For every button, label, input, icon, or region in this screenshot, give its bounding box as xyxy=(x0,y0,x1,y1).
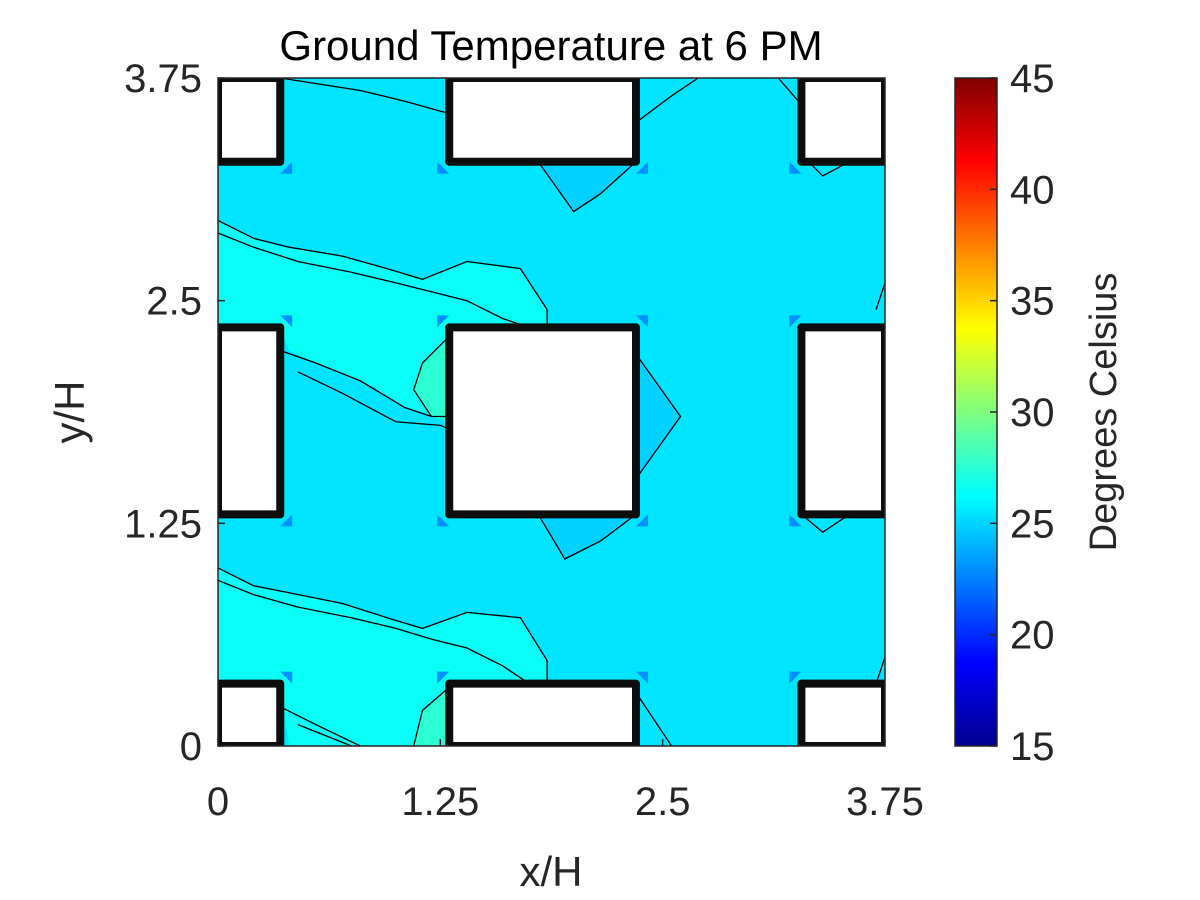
building-corner-shade xyxy=(789,514,802,527)
buildings xyxy=(218,78,885,746)
colorbar-tick-label: 40 xyxy=(1010,168,1055,212)
contour-lines xyxy=(218,78,885,746)
colorbar-tick-label: 35 xyxy=(1010,280,1055,324)
colorbar-tick-label: 25 xyxy=(1010,502,1055,546)
building-corner-shade xyxy=(635,161,648,174)
building-footprint xyxy=(445,679,640,746)
building-block xyxy=(437,671,648,746)
contour-line xyxy=(297,371,450,430)
building-corner-shade xyxy=(437,161,450,174)
plot-frame xyxy=(217,77,886,747)
building-block xyxy=(789,315,885,527)
y-tick-label: 3.75 xyxy=(124,57,202,101)
building-footprint xyxy=(445,78,640,166)
x-tick-label: 0 xyxy=(207,780,229,824)
contour-line xyxy=(635,692,673,746)
contour-line xyxy=(218,219,548,328)
contour-line xyxy=(635,353,682,480)
contour-line xyxy=(280,706,361,746)
contour-line xyxy=(413,686,450,746)
contour-line xyxy=(280,78,450,115)
colorbar-tick-label: 45 xyxy=(1010,57,1055,101)
contour-line xyxy=(537,161,637,213)
contour-line xyxy=(875,282,885,310)
y-tick-label: 1.25 xyxy=(124,502,202,546)
building-corner-shade xyxy=(280,514,293,527)
building-footprint xyxy=(218,323,285,519)
contour-line xyxy=(297,723,352,746)
building-corner-shade xyxy=(280,671,293,684)
colorbar-ticks: 15 20 25 30 35 40 45 xyxy=(990,57,1055,769)
building-corner-shade xyxy=(789,315,802,328)
building-footprint xyxy=(218,679,285,746)
colorbar-tick-label: 15 xyxy=(1010,725,1055,769)
contour-line xyxy=(635,78,699,124)
building-footprint xyxy=(218,78,285,166)
building-corner-shade xyxy=(635,671,648,684)
contour-line xyxy=(537,513,637,560)
cool-wake-region xyxy=(538,161,636,212)
y-tick-label: 2.5 xyxy=(146,280,202,324)
chart-title: Ground Temperature at 6 PM xyxy=(279,22,822,69)
building-block xyxy=(789,671,885,746)
y-axis-ticks: 0 1.25 2.5 3.75 xyxy=(124,57,225,769)
x-axis-ticks: 0 1.25 2.5 3.75 xyxy=(207,739,924,824)
colorbar-tick-label: 30 xyxy=(1010,391,1055,435)
y-tick-label: 0 xyxy=(180,725,202,769)
building-corner-shade xyxy=(280,161,293,174)
x-tick-label: 2.5 xyxy=(635,780,691,824)
building-corner-shade xyxy=(789,671,802,684)
cool-wake-region xyxy=(538,514,636,559)
x-axis-label: x/H xyxy=(520,848,583,895)
colorbar-tick-label: 20 xyxy=(1010,614,1055,658)
contour-line xyxy=(218,579,530,685)
building-block xyxy=(218,315,293,527)
sunlit-band-region xyxy=(218,220,548,417)
plot-area xyxy=(217,77,886,747)
building-corner-shade xyxy=(280,315,293,328)
building-block xyxy=(437,315,648,527)
colorbar-label: Degrees Celsius xyxy=(1083,273,1125,552)
y-axis-label: y/H xyxy=(46,381,93,444)
building-footprint xyxy=(797,679,885,746)
contour-line xyxy=(218,232,530,329)
building-footprint xyxy=(797,323,885,519)
building-corner-shade xyxy=(437,671,450,684)
contour-line xyxy=(218,567,548,684)
building-corner-shade xyxy=(437,514,450,527)
building-footprint xyxy=(445,323,640,519)
contour-line xyxy=(800,513,850,534)
building-block xyxy=(789,78,885,174)
building-corner-shade xyxy=(789,161,802,174)
contour-line xyxy=(412,335,450,417)
cool-wake-region xyxy=(636,354,681,479)
x-tick-label: 3.75 xyxy=(846,780,924,824)
building-corner-shade xyxy=(635,315,648,328)
building-block xyxy=(437,78,648,174)
x-tick-label: 1.25 xyxy=(401,780,479,824)
contour-line xyxy=(875,656,885,684)
building-block xyxy=(218,671,293,746)
warm-patch-region xyxy=(413,336,450,422)
sunlit-band-region xyxy=(218,567,548,746)
contour-line xyxy=(280,349,450,418)
building-corner-shade xyxy=(437,315,450,328)
warm-patch-region xyxy=(413,687,450,746)
building-block xyxy=(218,78,293,174)
colorbar: 15 20 25 30 35 40 45 Degrees Celsius xyxy=(954,57,1125,769)
building-footprint xyxy=(797,78,885,166)
building-corner-shade xyxy=(635,514,648,527)
